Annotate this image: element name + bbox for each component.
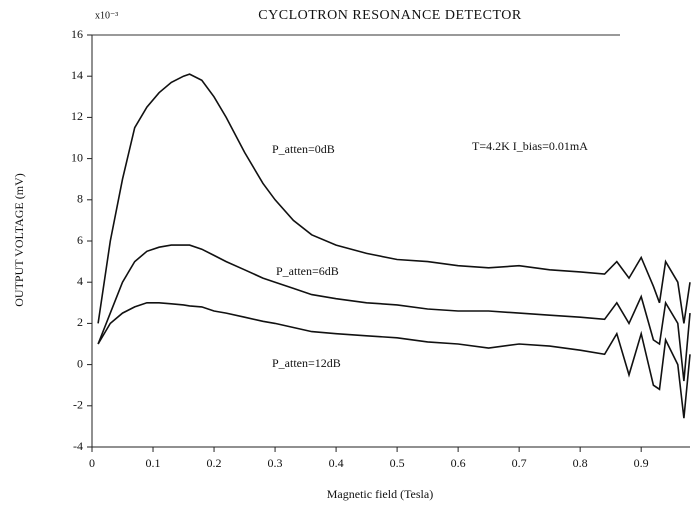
series-line bbox=[97, 302, 691, 419]
chart-title: CYCLOTRON RESONANCE DETECTOR bbox=[258, 8, 522, 23]
y-tick-label: 4 bbox=[77, 274, 83, 288]
x-tick-label: 0.1 bbox=[146, 456, 161, 470]
x-tick-label: 0.4 bbox=[329, 456, 344, 470]
x-tick-label: 0.7 bbox=[512, 456, 527, 470]
x-tick-label: 0 bbox=[89, 456, 95, 470]
series-line bbox=[97, 73, 691, 324]
series-line bbox=[97, 244, 691, 382]
x-tick-label: 0.8 bbox=[573, 456, 588, 470]
x-tick-label: 0.6 bbox=[451, 456, 466, 470]
x-tick-label: 0.3 bbox=[268, 456, 283, 470]
series-label: P_atten=6dB bbox=[276, 264, 339, 278]
y-axis-label: OUTPUT VOLTAGE (mV) bbox=[12, 173, 26, 306]
y-tick-label: 14 bbox=[71, 68, 83, 82]
y-tick-label: 2 bbox=[77, 315, 83, 329]
y-tick-label: 8 bbox=[77, 192, 83, 206]
y-tick-label: 0 bbox=[77, 356, 83, 370]
x-axis-label: Magnetic field (Tesla) bbox=[327, 487, 433, 501]
x-tick-label: 0.5 bbox=[390, 456, 405, 470]
y-tick-label: 16 bbox=[71, 27, 83, 41]
x-tick-label: 0.9 bbox=[634, 456, 649, 470]
x-tick-label: 0.2 bbox=[207, 456, 222, 470]
y-tick-label: 12 bbox=[71, 109, 83, 123]
y-tick-label: -2 bbox=[73, 398, 83, 412]
scale-label: x10⁻³ bbox=[95, 10, 118, 21]
y-tick-label: 6 bbox=[77, 233, 83, 247]
y-tick-label: 10 bbox=[71, 150, 83, 164]
series-label: P_atten=12dB bbox=[272, 356, 341, 370]
annotation: T=4.2K I_bias=0.01mA bbox=[472, 139, 588, 153]
y-tick-label: -4 bbox=[73, 439, 83, 453]
series-label: P_atten=0dB bbox=[272, 142, 335, 156]
